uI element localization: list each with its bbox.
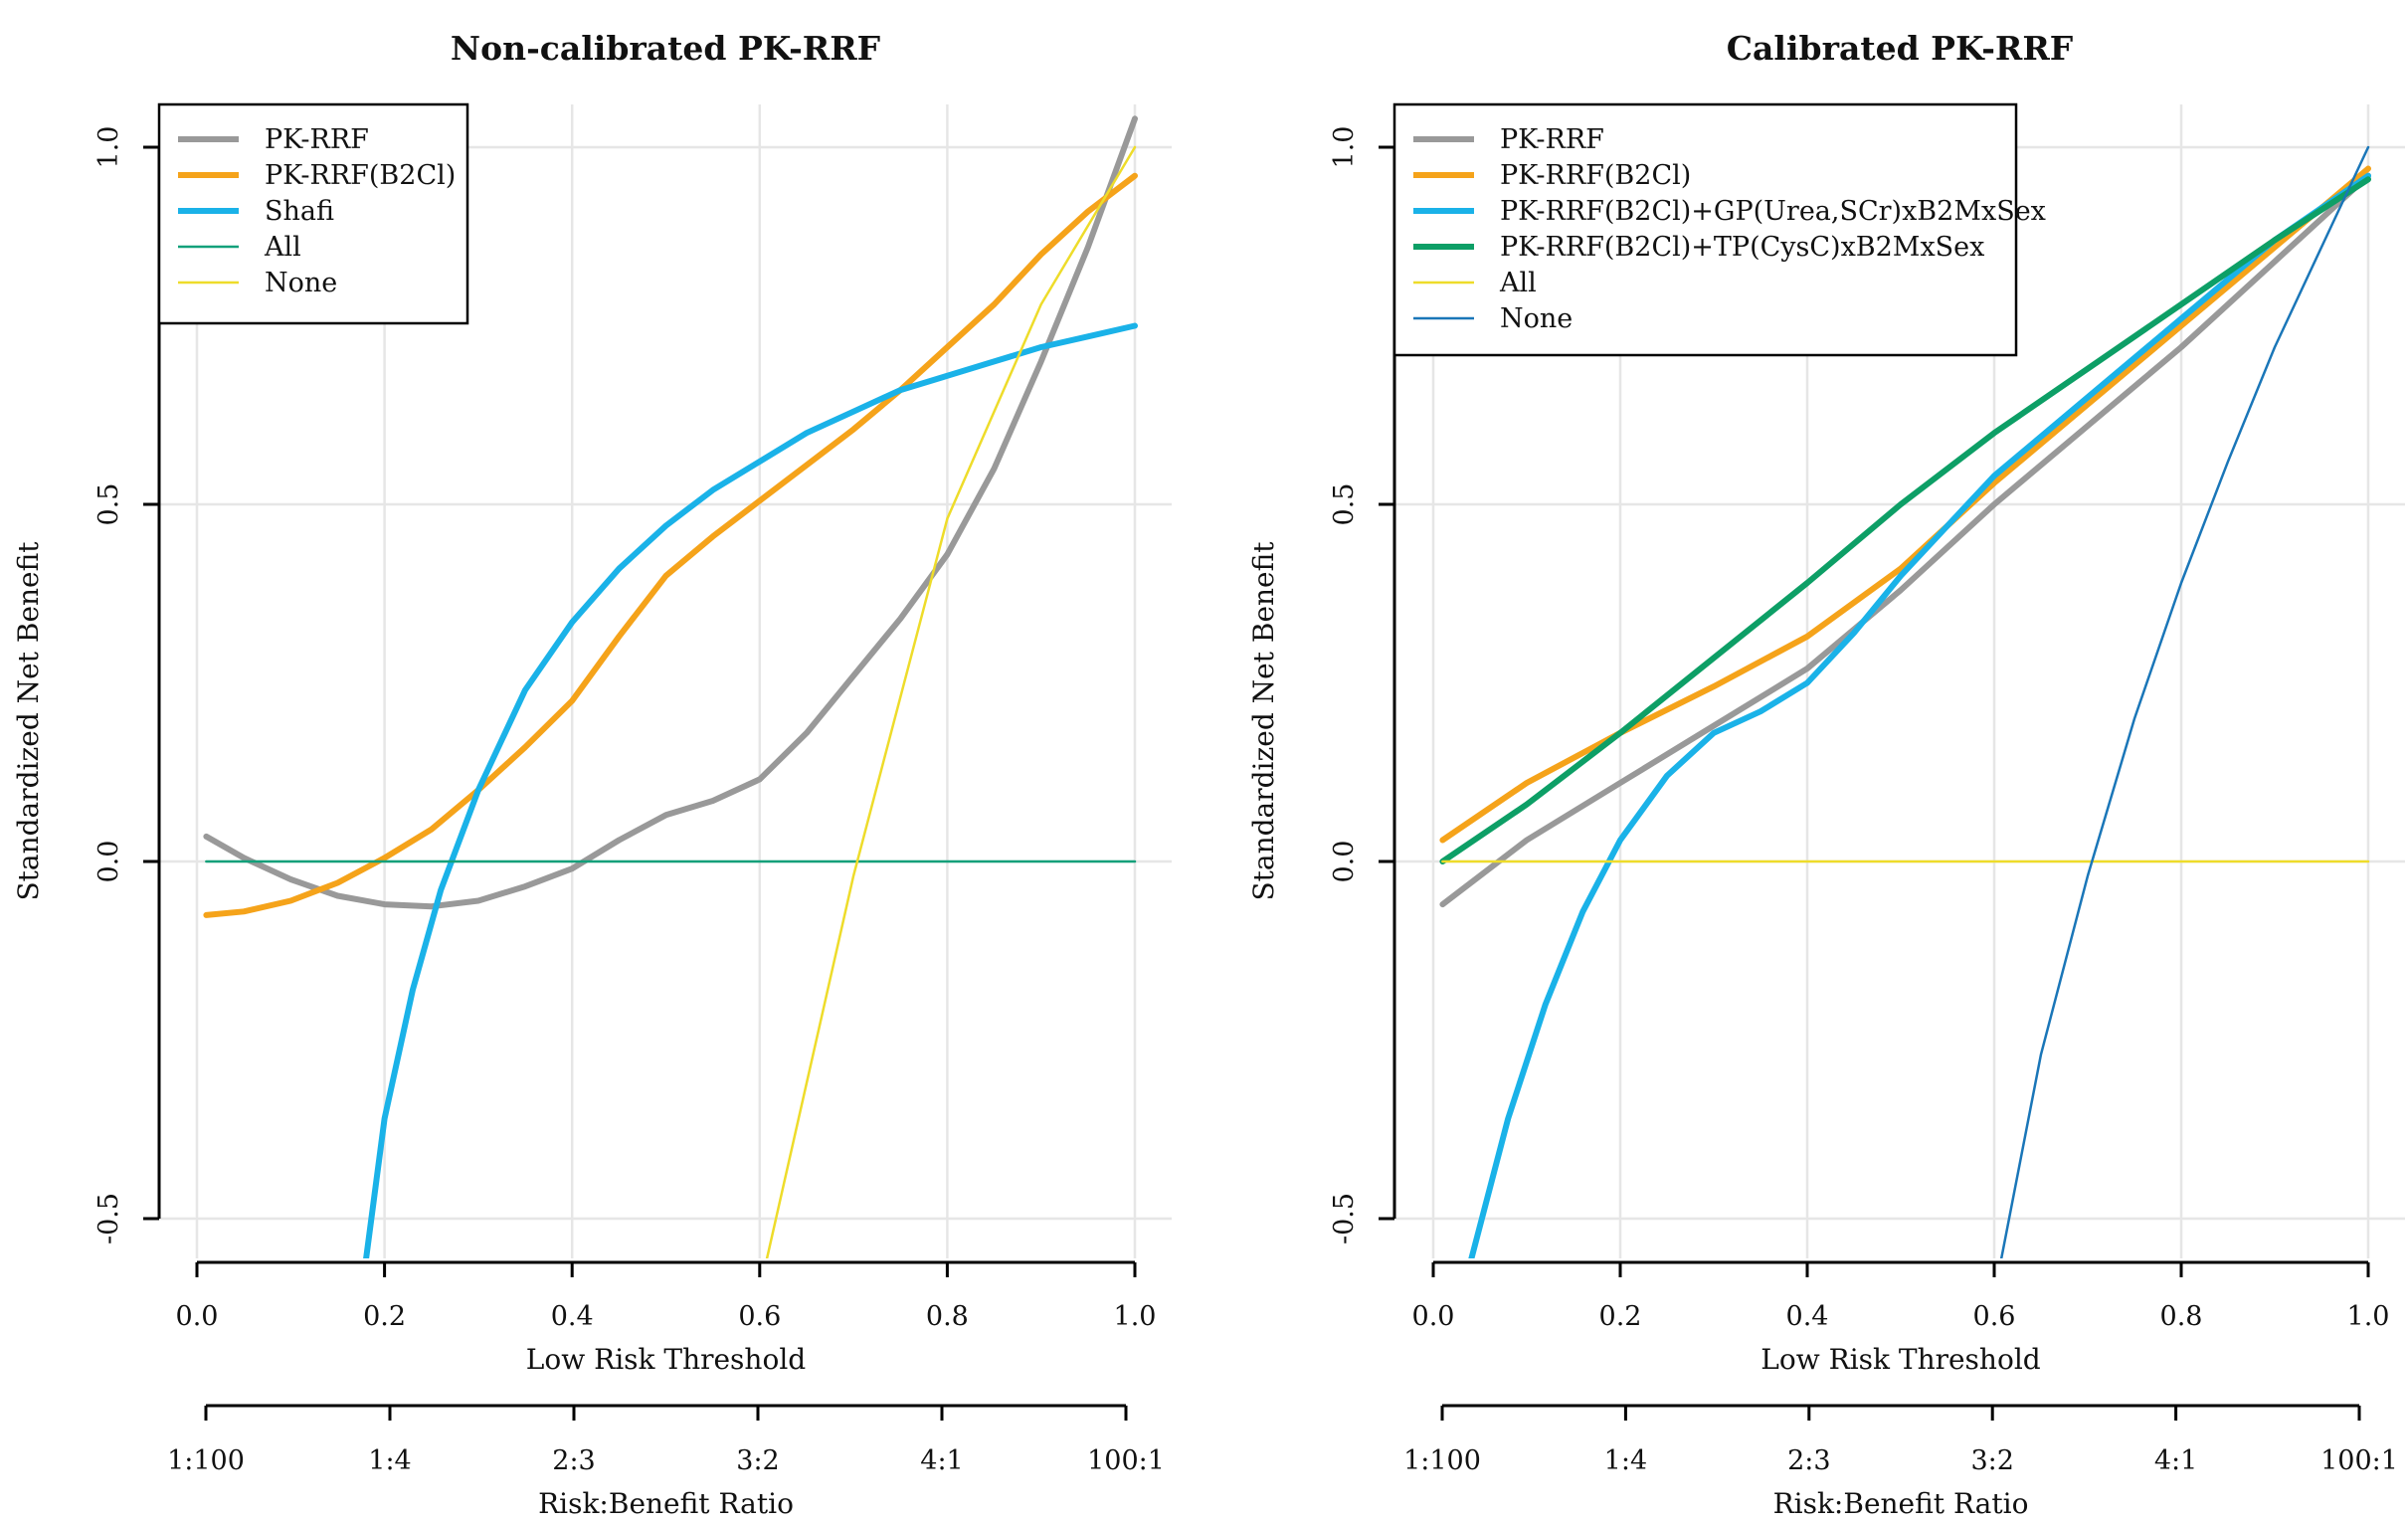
secondary-tick-label: 100:1 xyxy=(2320,1445,2398,1476)
x-axis: 0.0 0.2 0.4 0.6 0.8 1.0 xyxy=(176,1260,1157,1332)
legend-label-pk-rrf-b2cl: PK-RRF(B2Cl) xyxy=(265,160,456,191)
legend-label-all: All xyxy=(264,232,301,263)
x-axis-label: Low Risk Threshold xyxy=(1760,1343,2040,1376)
x-tick-label: 0.0 xyxy=(1412,1301,1455,1332)
legend-box xyxy=(1392,102,2018,357)
legend-label-pk-rrf-b2cl-gp-urea-scr-xb2mxsex: PK-RRF(B2Cl)+GP(Urea,SCr)xB2MxSex xyxy=(1500,196,2046,227)
series-line-pk-rrf-b2cl xyxy=(203,172,1138,918)
legend-label-shafi: Shafi xyxy=(265,196,334,227)
x-axis-label: Low Risk Threshold xyxy=(526,1343,806,1376)
secondary-x-axis: 1:100 1:4 2:3 3:2 4:1 100:1 xyxy=(167,1404,1165,1476)
x-tick-label: 0.8 xyxy=(926,1301,969,1332)
legend: PK-RRF PK-RRF(B2Cl) Shafi All None xyxy=(157,102,469,325)
x-tick-label: 0.4 xyxy=(551,1301,594,1332)
series-line-pk-rrf xyxy=(203,115,1138,910)
x-tick-label: 0.4 xyxy=(1786,1301,1829,1332)
series-line-shafi xyxy=(363,322,1138,1258)
secondary-x-axis: 1:100 1:4 2:3 3:2 4:1 100:1 xyxy=(1403,1404,2398,1476)
secondary-tick-label: 3:2 xyxy=(736,1445,779,1476)
y-axis-label: Standardized Net Benefit xyxy=(1247,541,1280,901)
series-line-pk-rrf-b2cl-gp-urea-scr-xb2mxsex xyxy=(1468,172,2371,1258)
secondary-tick-label: 1:100 xyxy=(1403,1445,1481,1476)
x-tick-label: 0.6 xyxy=(738,1301,781,1332)
secondary-tick-label: 4:1 xyxy=(2154,1445,2197,1476)
secondary-axis-label: Risk:Benefit Ratio xyxy=(1773,1487,2029,1520)
chart-title: Non-calibrated PK-RRF xyxy=(451,29,880,68)
series-line-pk-rrf-b2cl xyxy=(1439,165,2371,844)
x-tick-label: 0.6 xyxy=(1973,1301,2016,1332)
x-axis: 0.0 0.2 0.4 0.6 0.8 1.0 xyxy=(1412,1260,2390,1332)
panel-non-calibrated: Non-calibrated PK-RRF -0.5 0.0 0.5 1.0 Standa… xyxy=(12,29,1172,1520)
y-tick-label: 1.0 xyxy=(1329,126,1360,169)
panel-calibrated: Calibrated PK-RRF -0.5 0.0 0.5 1.0 Standardiz… xyxy=(1247,29,2405,1520)
series-lines xyxy=(1439,145,2371,1258)
x-tick-label: 1.0 xyxy=(1114,1301,1157,1332)
y-tick-label: 0.0 xyxy=(93,841,124,883)
secondary-tick-label: 1:4 xyxy=(1604,1445,1647,1476)
y-axis: -0.5 0.0 0.5 1.0 xyxy=(93,126,161,1244)
secondary-tick-label: 1:100 xyxy=(167,1445,245,1476)
x-tick-label: 0.2 xyxy=(363,1301,406,1332)
legend-label-none: None xyxy=(265,268,337,298)
secondary-tick-label: 100:1 xyxy=(1087,1445,1165,1476)
series-line-none xyxy=(1999,145,2370,1258)
secondary-axis-label: Risk:Benefit Ratio xyxy=(538,1487,794,1520)
secondary-tick-label: 2:3 xyxy=(1787,1445,1830,1476)
series-line-pk-rrf xyxy=(1439,172,2371,908)
secondary-tick-label: 2:3 xyxy=(552,1445,595,1476)
y-tick-label: 0.5 xyxy=(93,483,124,526)
y-tick-label: 0.0 xyxy=(1329,841,1360,883)
legend: PK-RRF PK-RRF(B2Cl) PK-RRF(B2Cl)+GP(Urea,S… xyxy=(1392,102,2046,357)
legend-label-all: All xyxy=(1499,268,1537,298)
x-tick-label: 0.2 xyxy=(1599,1301,1642,1332)
y-tick-label: -0.5 xyxy=(93,1193,124,1244)
secondary-tick-label: 1:4 xyxy=(368,1445,411,1476)
y-axis-label: Standardized Net Benefit xyxy=(12,541,45,901)
legend-label-pk-rrf-b2cl-tp-cysc-xb2mxsex: PK-RRF(B2Cl)+TP(CysC)xB2MxSex xyxy=(1500,232,1984,263)
secondary-tick-label: 4:1 xyxy=(920,1445,963,1476)
legend-label-pk-rrf: PK-RRF xyxy=(1500,124,1604,155)
y-tick-label: 1.0 xyxy=(93,126,124,169)
series-lines xyxy=(203,115,1138,1258)
y-tick-label: 0.5 xyxy=(1329,483,1360,526)
x-tick-label: 0.8 xyxy=(2160,1301,2203,1332)
chart-title: Calibrated PK-RRF xyxy=(1727,29,2073,68)
series-line-none xyxy=(765,145,1137,1258)
x-tick-label: 1.0 xyxy=(2347,1301,2390,1332)
legend-label-none: None xyxy=(1500,303,1573,334)
x-tick-label: 0.0 xyxy=(176,1301,219,1332)
y-axis: -0.5 0.0 0.5 1.0 xyxy=(1329,126,1396,1244)
y-tick-label: -0.5 xyxy=(1329,1193,1360,1244)
legend-label-pk-rrf: PK-RRF xyxy=(265,124,369,155)
legend-label-pk-rrf-b2cl: PK-RRF(B2Cl) xyxy=(1500,160,1691,191)
series-line-pk-rrf-b2cl-tp-cysc-xb2mxsex xyxy=(1439,176,2371,864)
secondary-tick-label: 3:2 xyxy=(1970,1445,2013,1476)
